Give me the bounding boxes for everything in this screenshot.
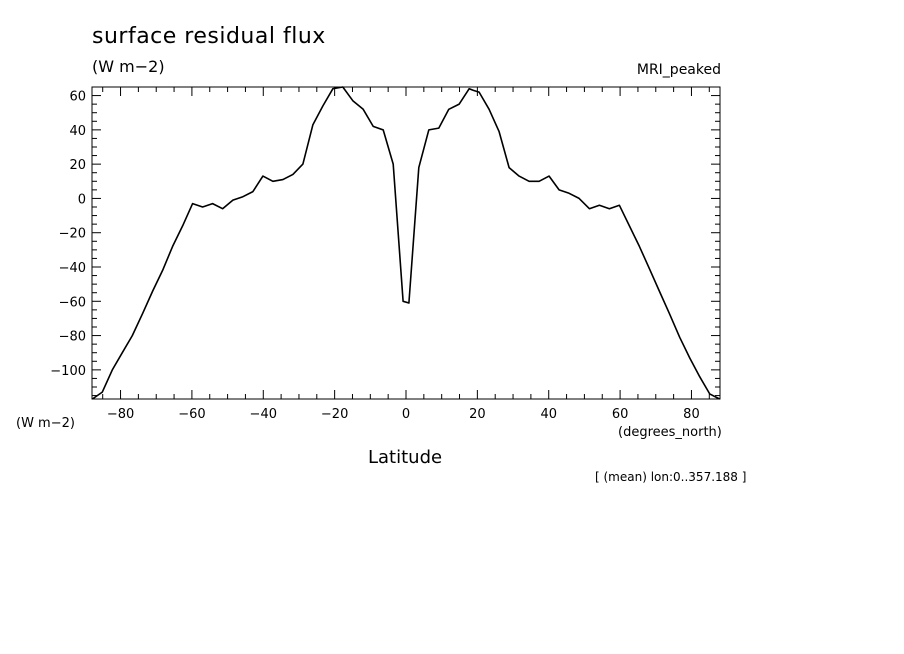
x-tick-label: −60 [178, 407, 205, 422]
x-axis-label: Latitude [368, 447, 443, 468]
x-axis-units: (degrees_north) [618, 425, 722, 440]
x-tick-label: −40 [250, 407, 277, 422]
y-tick-label: 40 [69, 124, 86, 139]
chart-title: surface residual flux [92, 24, 326, 49]
x-tick-label: 0 [402, 407, 410, 422]
y-tick-label: 0 [78, 192, 86, 207]
plot-frame [91, 86, 721, 400]
units-label-top: (W m−2) [92, 57, 165, 76]
y-tick-label: 20 [69, 158, 86, 173]
x-tick-label: 60 [612, 407, 629, 422]
y-tick-label: −60 [59, 295, 86, 310]
x-tick-label: 20 [469, 407, 486, 422]
x-tick-label: −80 [107, 407, 134, 422]
y-tick-label: −100 [50, 364, 86, 379]
y-tick-label: −40 [59, 261, 86, 276]
x-tick-label: 40 [540, 407, 557, 422]
y-axis-label: (W m−2) [16, 416, 75, 431]
series-line [91, 86, 720, 400]
y-tick-label: −20 [59, 227, 86, 242]
y-tick-label: 60 [69, 90, 86, 105]
averaging-footnote: [ (mean) lon:0..357.188 ] [595, 470, 747, 484]
model-label: MRI_peaked [636, 62, 721, 78]
x-tick-label: −20 [321, 407, 348, 422]
x-tick-label: 80 [683, 407, 700, 422]
y-tick-label: −80 [59, 330, 86, 345]
